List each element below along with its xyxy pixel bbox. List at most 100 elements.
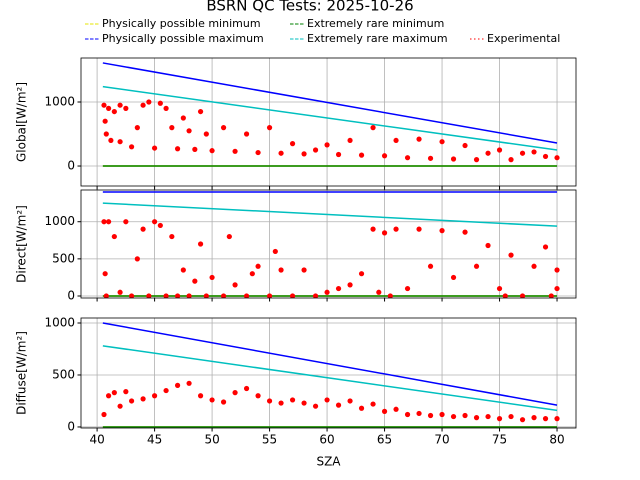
point [203, 293, 209, 298]
legend-entry: Experimental [470, 32, 560, 45]
point [542, 153, 549, 160]
point [101, 102, 107, 108]
point [101, 219, 107, 225]
point [335, 285, 342, 292]
point [404, 155, 411, 161]
point [111, 233, 117, 240]
point [103, 293, 109, 298]
point [220, 399, 227, 405]
point [502, 293, 508, 298]
panel: 0 1000 Global[W/m²] [15, 57, 577, 190]
x-tick-label: 80 [549, 433, 564, 447]
point [370, 401, 376, 407]
point [324, 397, 330, 403]
chart-title: BSRN QC Tests: 2025-10-26 [206, 0, 413, 15]
y-tick-label: 1000 [44, 214, 75, 228]
point [554, 267, 560, 273]
point [301, 267, 307, 273]
point [163, 105, 169, 111]
point [163, 387, 169, 394]
x-tick-label: 65 [377, 433, 392, 447]
point [108, 137, 114, 144]
point [404, 411, 411, 418]
point [381, 230, 388, 236]
point [427, 412, 434, 419]
point [180, 115, 186, 121]
point [358, 152, 365, 158]
point [542, 244, 549, 250]
point [134, 125, 140, 131]
legend-entry: Physically possible minimum [85, 17, 261, 30]
point [105, 393, 112, 399]
point [370, 226, 376, 232]
point [255, 393, 261, 399]
point [105, 219, 112, 225]
line [102, 62, 558, 144]
point [186, 293, 192, 298]
y-axis-label: Diffuse[W/m²] [15, 331, 29, 415]
point [519, 150, 526, 156]
y-tick-label: 500 [52, 251, 75, 265]
point [243, 385, 250, 392]
point [266, 293, 273, 298]
point [427, 155, 434, 161]
legend-entry: Extremely rare maximum [290, 32, 448, 45]
point [427, 263, 434, 269]
point [174, 293, 181, 298]
point [508, 413, 514, 420]
point [531, 263, 537, 269]
data-layer [101, 322, 560, 428]
point [473, 415, 480, 421]
x-tick-label: 50 [204, 433, 219, 447]
point [473, 263, 480, 269]
point [289, 141, 296, 147]
x-tick-label: 55 [262, 433, 277, 447]
point [381, 408, 388, 414]
x-tick-label: 40 [89, 433, 104, 447]
point [473, 157, 480, 163]
point [128, 398, 135, 404]
point [111, 390, 117, 396]
point [519, 417, 526, 423]
point [197, 108, 204, 115]
point [220, 125, 227, 131]
point [272, 248, 278, 255]
x-axis-label: SZA [316, 455, 341, 469]
point [266, 398, 273, 404]
point [174, 382, 181, 388]
plot-area [81, 318, 576, 428]
axes-frame [80, 189, 577, 299]
point [146, 293, 152, 298]
point [111, 108, 117, 115]
point [531, 149, 537, 155]
point [416, 410, 422, 417]
point [140, 396, 146, 402]
point [278, 400, 284, 406]
point [163, 293, 169, 298]
point [151, 219, 158, 225]
panel: 0 500 1000 Direct[W/m²] [15, 189, 577, 302]
point [169, 233, 175, 240]
point [209, 148, 215, 154]
point [370, 125, 376, 131]
point [335, 151, 342, 158]
point [157, 100, 163, 106]
y-tick-label: 0 [67, 288, 75, 302]
point [347, 398, 353, 404]
point [335, 402, 342, 408]
point [462, 142, 468, 149]
y-axis-label: Global[W/m²] [15, 82, 29, 162]
point [203, 131, 209, 137]
line [102, 322, 558, 406]
point [197, 241, 204, 247]
point [243, 131, 250, 137]
point [151, 393, 158, 399]
point [289, 397, 296, 403]
point [232, 390, 238, 396]
point [169, 125, 175, 131]
point [123, 389, 129, 395]
point [554, 285, 560, 292]
point [358, 405, 365, 411]
line [102, 345, 558, 412]
